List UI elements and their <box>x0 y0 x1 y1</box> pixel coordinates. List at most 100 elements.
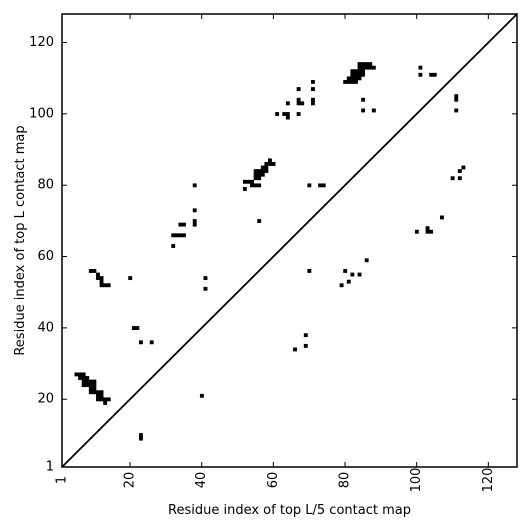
contact-point <box>192 222 197 227</box>
contact-point <box>350 69 355 74</box>
contact-point <box>260 172 265 177</box>
contact-point <box>368 62 373 67</box>
contact-point <box>275 112 280 116</box>
contact-point <box>296 101 301 106</box>
contact-point <box>103 283 108 288</box>
contact-point <box>99 279 104 284</box>
contact-point <box>257 176 262 181</box>
contact-point <box>78 376 83 380</box>
contact-point <box>99 397 104 402</box>
contact-point <box>260 169 265 174</box>
contact-point <box>88 383 93 388</box>
contact-point <box>253 176 258 181</box>
contact-point <box>429 72 434 77</box>
contact-point <box>264 162 269 166</box>
contact-point <box>88 379 93 384</box>
contact-point <box>96 397 100 402</box>
contact-point <box>364 65 369 70</box>
contact-point <box>357 65 362 70</box>
contact-point <box>182 233 186 238</box>
contact-point <box>203 276 208 281</box>
contact-point <box>135 326 140 330</box>
contact-point <box>310 87 315 91</box>
contact-point <box>357 62 362 67</box>
contact-point <box>171 244 176 248</box>
contact-point <box>285 112 290 116</box>
contact-point <box>271 162 276 166</box>
contact-point <box>192 208 197 213</box>
x-axis-label: Residue index of top L/5 contact map <box>168 503 411 518</box>
contact-point <box>343 79 348 84</box>
contact-point <box>371 108 376 113</box>
contact-point <box>192 183 197 188</box>
contact-marks <box>74 62 466 441</box>
contact-point <box>425 226 430 231</box>
contact-point <box>310 97 315 102</box>
contact-point <box>81 372 86 377</box>
x-tick-label: 60 <box>266 472 281 489</box>
contact-point <box>425 229 430 234</box>
contact-point <box>174 233 179 238</box>
contact-point <box>92 379 97 384</box>
contact-point <box>268 162 272 166</box>
contact-point <box>92 269 97 273</box>
contact-point <box>88 390 93 395</box>
x-tick-label: 80 <box>338 472 353 489</box>
contact-point <box>368 65 373 70</box>
contact-point <box>253 169 258 174</box>
contact-point <box>182 222 186 227</box>
x-tick-label: 40 <box>194 472 209 489</box>
contact-point <box>303 333 308 338</box>
contact-point <box>361 108 366 113</box>
contact-point <box>357 72 362 77</box>
x-tick-label: 100 <box>409 468 424 493</box>
contact-point <box>293 347 297 352</box>
contact-point <box>454 97 459 102</box>
contact-point <box>103 401 108 405</box>
contact-point <box>139 436 143 441</box>
y-tick-label: 1 <box>46 460 54 475</box>
contact-point <box>346 279 351 284</box>
contact-point <box>461 165 466 170</box>
contact-point <box>357 69 362 74</box>
contact-point <box>103 397 108 402</box>
contact-point <box>357 76 362 81</box>
contact-point <box>418 65 423 70</box>
contact-point <box>353 79 358 84</box>
contact-point <box>128 276 133 281</box>
contact-point <box>282 112 287 116</box>
contact-point <box>353 69 358 74</box>
contact-point <box>346 79 351 84</box>
contact-point <box>250 183 254 188</box>
contact-point <box>454 94 459 99</box>
contact-point <box>418 72 423 77</box>
y-tick-label: 100 <box>29 106 54 121</box>
contact-point <box>85 376 90 380</box>
contact-point <box>350 76 355 81</box>
contact-point <box>85 383 90 388</box>
contact-point <box>439 215 444 220</box>
contact-point <box>450 176 455 181</box>
contact-point <box>92 390 97 395</box>
contact-point <box>268 158 272 163</box>
contact-point <box>257 169 262 174</box>
contact-point <box>361 62 366 67</box>
contact-point <box>99 393 104 398</box>
contact-point <box>96 276 100 281</box>
contact-point <box>285 115 290 120</box>
y-tick-label: 20 <box>37 392 54 407</box>
contact-point <box>361 97 366 102</box>
contact-point <box>257 219 262 223</box>
contact-point <box>257 172 262 177</box>
contact-point <box>350 79 355 84</box>
contact-point <box>361 65 366 70</box>
x-tick-label: 120 <box>481 468 496 493</box>
contact-point <box>361 69 366 74</box>
x-tick-label: 20 <box>123 472 138 489</box>
contact-point <box>192 219 197 223</box>
contact-point <box>171 233 176 238</box>
contact-point <box>81 379 86 384</box>
contact-point <box>106 397 111 402</box>
contact-point <box>300 101 305 106</box>
